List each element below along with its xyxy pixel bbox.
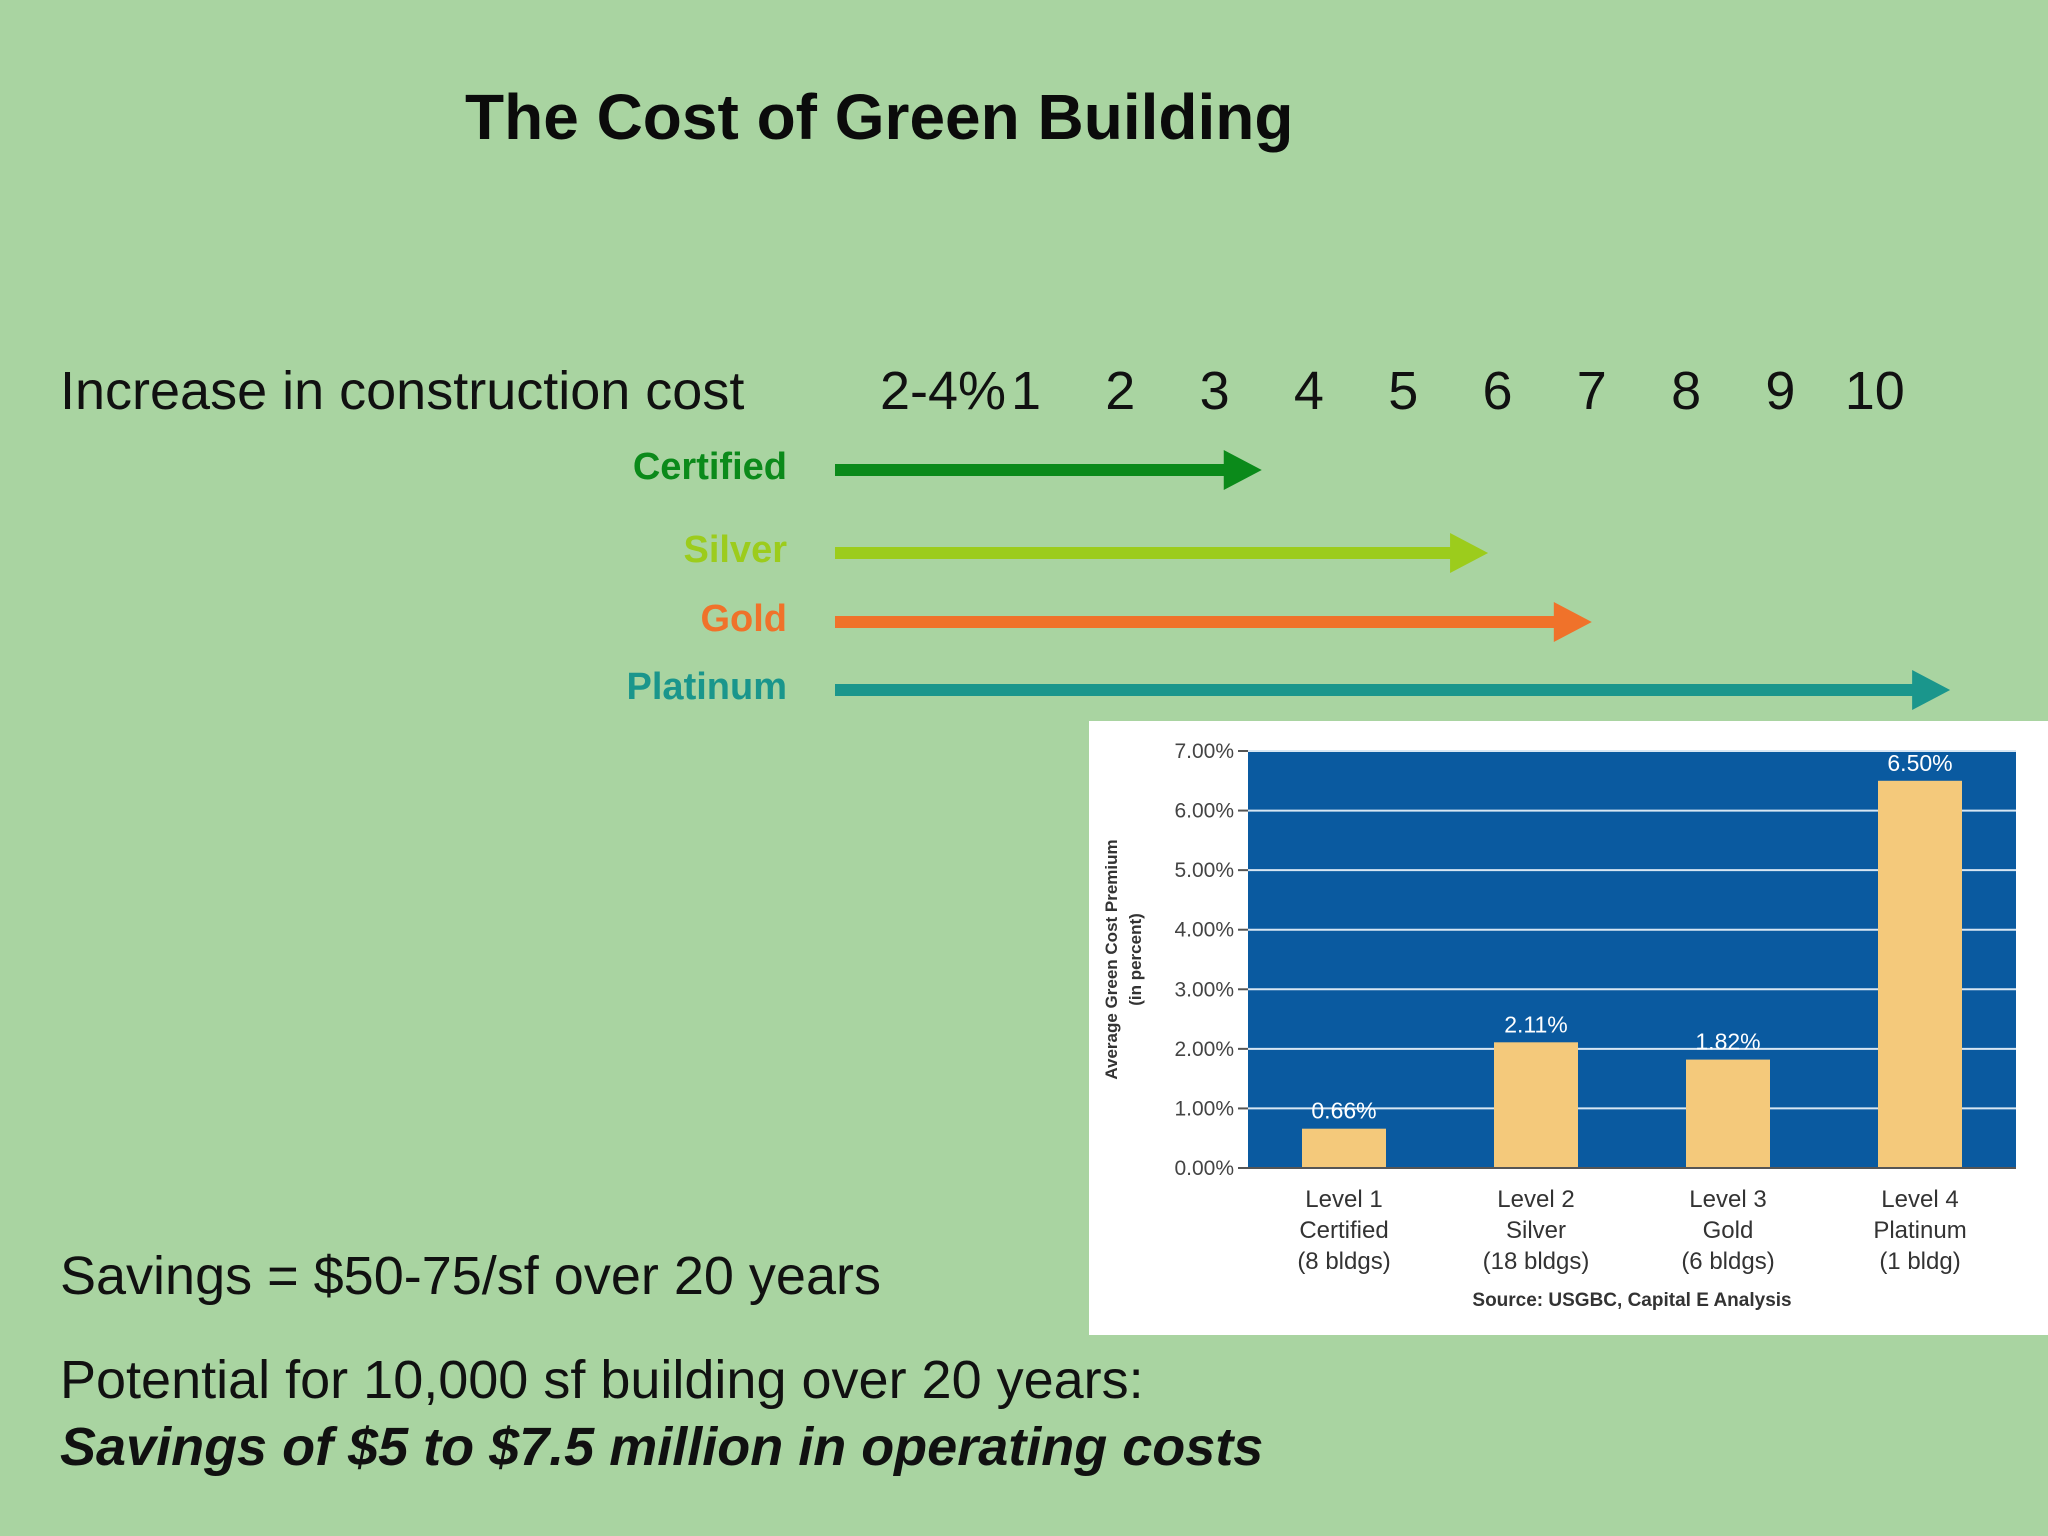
scale-number-2: 2 bbox=[1105, 361, 1136, 421]
potential-savings-line: Potential for 10,000 sf building over 20… bbox=[60, 1350, 1144, 1410]
category-label: Platinum bbox=[1873, 1217, 1966, 1244]
bar-value-label: 1.82% bbox=[1695, 1029, 1760, 1055]
scale-number-5: 5 bbox=[1388, 361, 1419, 421]
scale-number-4: 4 bbox=[1293, 361, 1324, 421]
y-axis-title-line: (in percent) bbox=[1126, 913, 1145, 1006]
arrow-gold bbox=[835, 602, 1592, 642]
y-tick-label: 4.00% bbox=[1174, 919, 1234, 942]
scale-number-8: 8 bbox=[1671, 361, 1702, 421]
category-label: Level 3 bbox=[1689, 1186, 1766, 1213]
scale-number-7: 7 bbox=[1576, 361, 1607, 421]
category-label: (18 bldgs) bbox=[1483, 1248, 1590, 1275]
scale-number-10: 10 bbox=[1844, 361, 1905, 421]
bar-3 bbox=[1686, 1059, 1770, 1168]
y-axis-title: Average Green Cost Premium (in percent) bbox=[1102, 839, 1145, 1079]
operating-savings-line: Savings of $5 to $7.5 million in operati… bbox=[60, 1417, 1264, 1477]
level-label-silver: Silver bbox=[683, 529, 787, 571]
y-tick-label: 1.00% bbox=[1174, 1097, 1234, 1120]
category-label: Level 2 bbox=[1497, 1186, 1574, 1213]
scale-number-9: 9 bbox=[1765, 361, 1796, 421]
category-label: Certified bbox=[1299, 1217, 1388, 1244]
scale-number-6: 6 bbox=[1482, 361, 1513, 421]
category-label: (1 bldg) bbox=[1879, 1248, 1960, 1275]
slide-title: The Cost of Green Building bbox=[465, 81, 1294, 153]
chart-svg: 0.00% 1.00% 2.00% 3.00% 4.00% 5.00% 6.00% 7.00%… bbox=[1102, 740, 2016, 1311]
arrow-certified bbox=[835, 450, 1262, 490]
y-tick-label: 3.00% bbox=[1174, 978, 1234, 1001]
category-label: Silver bbox=[1506, 1217, 1566, 1244]
y-tick-label: 0.00% bbox=[1174, 1157, 1234, 1180]
y-axis-title-line: Average Green Cost Premium bbox=[1102, 839, 1121, 1079]
bar-1 bbox=[1302, 1128, 1386, 1168]
level-label-gold: Gold bbox=[700, 598, 787, 640]
savings-per-sf: Savings = $50-75/sf over 20 years bbox=[60, 1246, 881, 1306]
category-label: (6 bldgs) bbox=[1681, 1248, 1774, 1275]
bar-value-label: 6.50% bbox=[1887, 750, 1952, 776]
bar-value-label: 2.11% bbox=[1504, 1011, 1568, 1037]
arrow-platinum bbox=[835, 670, 1951, 710]
bar-2 bbox=[1494, 1042, 1578, 1168]
level-label-certified: Certified bbox=[632, 446, 787, 488]
category-label: Level 4 bbox=[1881, 1186, 1958, 1213]
construction-cost-label: Increase in construction cost bbox=[60, 361, 745, 421]
category-label: (8 bldgs) bbox=[1297, 1248, 1390, 1275]
level-label-platinum: Platinum bbox=[626, 666, 787, 708]
scale-number-3: 3 bbox=[1199, 361, 1230, 421]
bar-value-label: 0.66% bbox=[1311, 1098, 1376, 1124]
y-tick-label: 5.00% bbox=[1174, 859, 1234, 882]
chart-source: Source: USGBC, Capital E Analysis bbox=[1472, 1290, 1791, 1311]
cost-premium-chart: 0.00% 1.00% 2.00% 3.00% 4.00% 5.00% 6.00% 7.00%… bbox=[1089, 721, 2048, 1335]
arrow-silver bbox=[835, 533, 1489, 573]
y-tick-label: 7.00% bbox=[1174, 740, 1234, 763]
cost-range-label: 2-4% bbox=[880, 361, 1007, 421]
y-tick-label: 2.00% bbox=[1174, 1038, 1234, 1061]
y-tick-label: 6.00% bbox=[1174, 800, 1234, 823]
category-label: Gold bbox=[1703, 1217, 1754, 1244]
category-label: Level 1 bbox=[1305, 1186, 1382, 1213]
bar-4 bbox=[1878, 780, 1962, 1168]
scale-number-1: 1 bbox=[1011, 361, 1042, 421]
cost-arrows bbox=[835, 450, 1951, 710]
